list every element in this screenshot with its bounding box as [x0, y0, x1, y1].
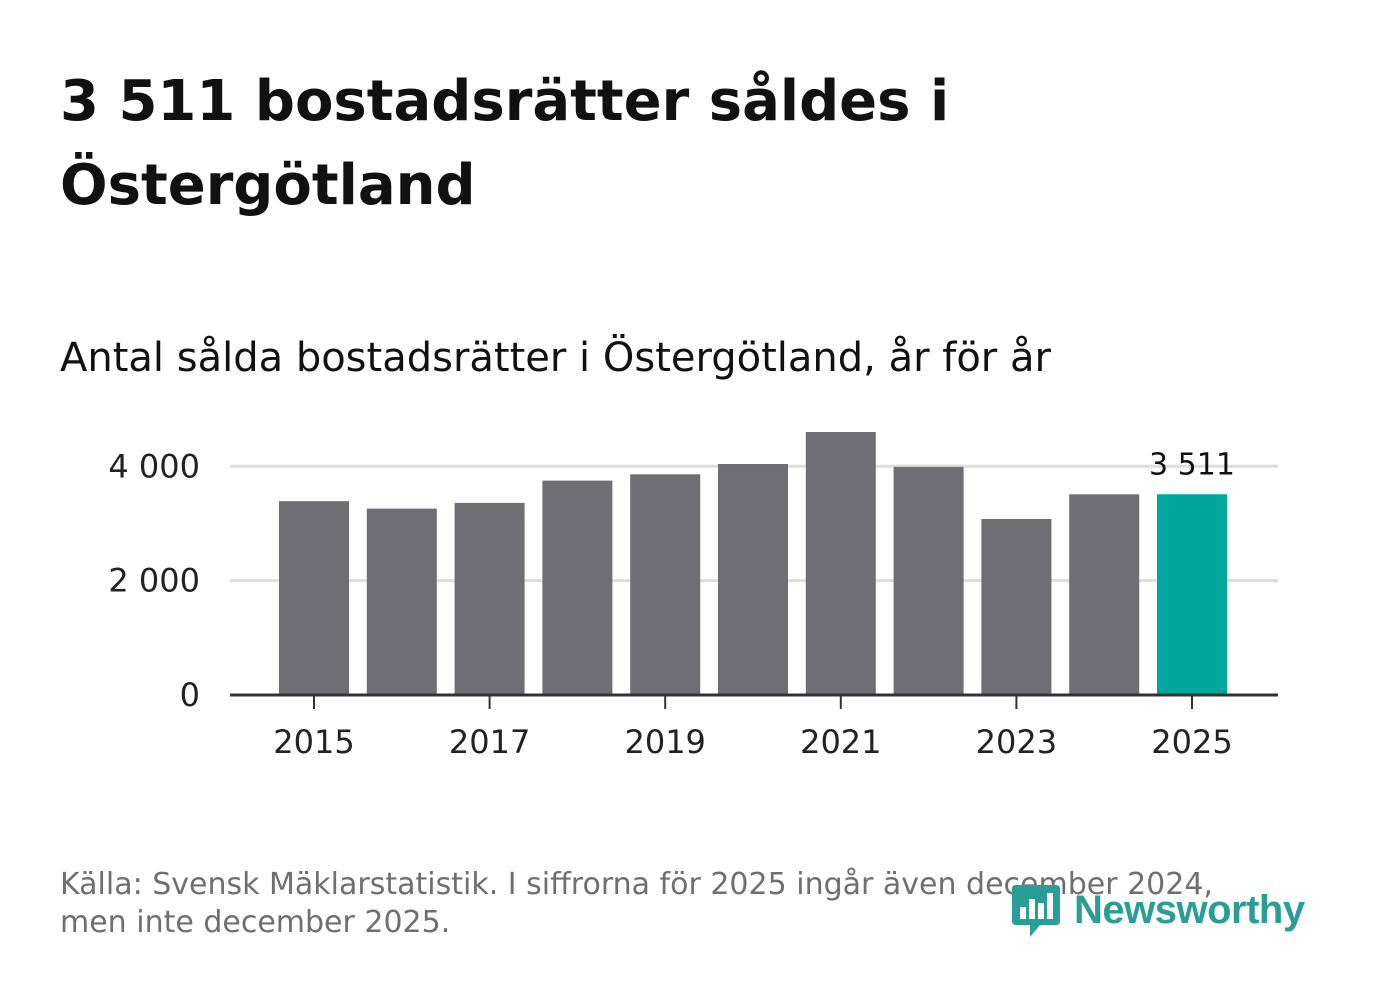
x-tick-label: 2019 — [624, 723, 705, 761]
bar — [630, 474, 701, 695]
bar — [893, 466, 964, 695]
x-tick-label: 2025 — [1151, 723, 1232, 761]
bar-highlight — [1157, 494, 1227, 695]
bar — [542, 480, 613, 695]
bar — [366, 508, 437, 695]
newsworthy-chart-bubble-icon — [1012, 885, 1060, 937]
bar — [718, 464, 788, 695]
bar — [279, 501, 349, 695]
x-tick-label: 2021 — [800, 723, 881, 761]
x-tick-label: 2017 — [449, 723, 530, 761]
bar — [1069, 494, 1140, 695]
newsworthy-logo: Newsworthy — [1010, 880, 1305, 940]
bar — [981, 518, 1052, 695]
chart-subtitle: Antal sålda bostadsrätter i Östergötland… — [60, 335, 1051, 381]
chart-title: 3 511 bostadsrätter såldes i Östergötlan… — [60, 69, 950, 218]
y-tick-label: 0 — [180, 676, 200, 714]
source-note: Källa: Svensk Mäklarstatistik. I siffror… — [60, 867, 1213, 940]
y-tick-label: 4 000 — [108, 447, 200, 485]
data-label: 3 511 — [1149, 447, 1235, 482]
bar — [454, 502, 525, 695]
y-tick-label: 2 000 — [108, 562, 200, 600]
x-tick-label: 2015 — [273, 723, 354, 761]
x-tick-label: 2023 — [976, 723, 1057, 761]
logo-text: Newsworthy — [1074, 887, 1305, 932]
bar — [805, 432, 876, 695]
